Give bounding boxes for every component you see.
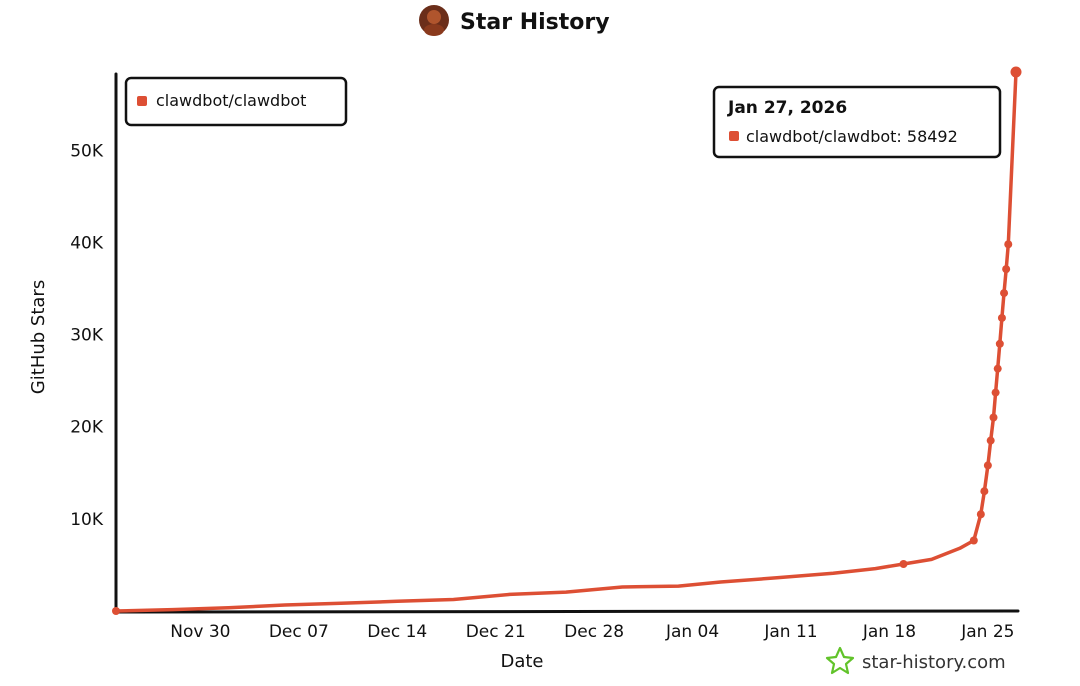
series-point[interactable]	[980, 487, 989, 496]
series-point[interactable]	[112, 607, 120, 615]
y-axis-title: GitHub Stars	[28, 280, 49, 394]
series-point[interactable]	[976, 510, 985, 519]
y-axis-line	[114, 72, 118, 614]
y-axis-ticks: 10K 20K 30K 40K 50K	[70, 141, 104, 530]
x-tick-label: Dec 14	[367, 622, 427, 642]
tooltip-value: clawdbot/clawdbot: 58492	[746, 127, 958, 146]
y-tick-label: 10K	[70, 510, 104, 530]
series-point[interactable]	[899, 560, 908, 569]
tooltip-box	[712, 85, 1002, 159]
series-layer	[112, 66, 1022, 615]
brand-text: star-history.com	[862, 652, 1006, 673]
y-tick-label: 30K	[70, 326, 104, 346]
series-point[interactable]	[1004, 240, 1013, 249]
x-axis-ticks: Nov 30 Dec 07 Dec 14 Dec 21 Dec 28 Jan 04 Jan …	[170, 622, 1014, 642]
avatar-figure-body	[424, 24, 444, 36]
series-point[interactable]	[986, 436, 995, 445]
tooltip-date: Jan 27, 2026	[727, 98, 847, 118]
x-tick-label: Dec 07	[269, 622, 329, 642]
axes	[112, 72, 1020, 614]
series-point[interactable]	[983, 461, 992, 470]
series-point[interactable]	[989, 413, 998, 422]
x-tick-label: Jan 11	[763, 622, 817, 642]
tooltip: Jan 27, 2026 clawdbot/clawdbot: 58492	[712, 85, 1002, 159]
series-point[interactable]	[995, 339, 1004, 348]
series-point[interactable]	[997, 313, 1006, 322]
legend-item-label: clawdbot/clawdbot	[156, 91, 306, 110]
series-point[interactable]	[969, 536, 978, 545]
x-axis-title: Date	[500, 651, 543, 672]
chart-header: Star History	[419, 5, 610, 36]
x-tick-label: Dec 28	[564, 622, 624, 642]
star-outline-icon	[825, 646, 855, 675]
chart-title: Star History	[460, 10, 610, 35]
series-point[interactable]	[991, 388, 1000, 397]
y-tick-label: 40K	[70, 233, 104, 253]
legend-box	[124, 76, 348, 127]
x-tick-label: Nov 30	[170, 622, 230, 642]
repo-owner-avatar	[419, 5, 449, 36]
series-point[interactable]	[993, 364, 1002, 373]
x-tick-label: Jan 04	[665, 622, 719, 642]
avatar-figure-head	[427, 10, 441, 24]
tooltip-swatch	[729, 131, 739, 141]
brand-watermark[interactable]: star-history.com	[825, 646, 1006, 675]
legend-swatch	[137, 96, 147, 106]
y-tick-label: 20K	[70, 418, 104, 438]
legend: clawdbot/clawdbot	[124, 76, 348, 127]
series-point[interactable]	[1000, 289, 1009, 298]
x-tick-label: Dec 21	[466, 622, 526, 642]
series-line	[114, 70, 1018, 613]
x-tick-label: Jan 25	[960, 622, 1014, 642]
series-point[interactable]	[1002, 265, 1011, 274]
x-axis-line	[112, 609, 1020, 614]
x-tick-label: Jan 18	[862, 622, 916, 642]
y-tick-label: 50K	[70, 141, 104, 161]
series-point[interactable]	[1010, 66, 1022, 78]
